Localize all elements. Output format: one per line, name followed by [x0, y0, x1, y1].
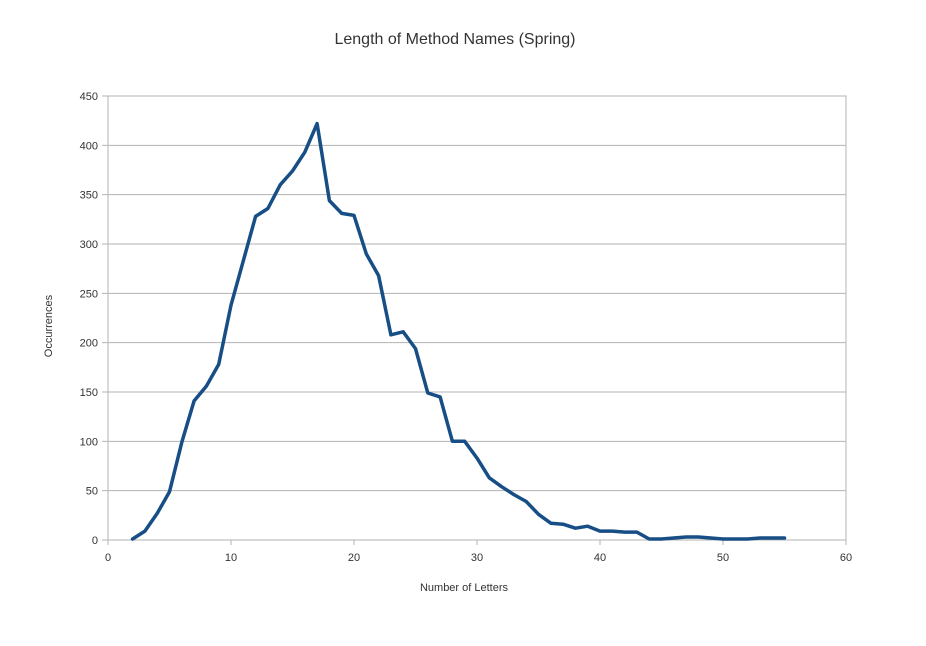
- data-point: [500, 485, 503, 488]
- y-tick-label: 0: [92, 535, 98, 547]
- y-tick-label: 300: [80, 239, 98, 251]
- data-point: [266, 207, 270, 210]
- data-point: [254, 215, 257, 218]
- data-point: [574, 526, 577, 530]
- series-layer: [130, 121, 787, 541]
- data-point: [340, 212, 343, 215]
- data-point: [537, 513, 540, 516]
- x-tick-label: 0: [105, 552, 111, 564]
- plot-area: [107, 95, 847, 541]
- series-line: [130, 121, 787, 541]
- x-tick-label: 30: [471, 552, 483, 564]
- data-point: [365, 252, 368, 256]
- data-point: [684, 535, 688, 539]
- gridlines: [108, 95, 846, 541]
- y-tick-label: 100: [80, 436, 98, 448]
- data-point: [611, 529, 614, 533]
- data-point: [463, 440, 466, 443]
- x-tick-label: 10: [225, 552, 237, 564]
- data-point: [426, 391, 429, 395]
- data-point: [648, 537, 651, 541]
- data-point: [598, 529, 602, 533]
- data-point: [623, 530, 626, 534]
- y-tick-label: 400: [80, 140, 98, 152]
- data-point: [475, 456, 479, 460]
- data-point: [586, 524, 589, 528]
- data-point: [758, 536, 762, 540]
- data-point: [561, 523, 565, 526]
- y-tick-label: 50: [86, 486, 98, 498]
- data-point: [192, 399, 196, 403]
- data-point: [279, 183, 282, 186]
- data-point: [389, 333, 393, 336]
- x-axis-label: Number of Letters: [420, 582, 509, 594]
- data-point: [635, 530, 639, 534]
- data-point: [721, 537, 725, 541]
- y-tick-label: 150: [80, 387, 98, 399]
- data-point: [180, 441, 183, 444]
- data-point: [303, 151, 306, 154]
- y-axis-ticks: 0 50 100 150 200 250 300 350 400 450: [80, 91, 108, 547]
- data-point: [451, 440, 454, 443]
- x-tick-label: 50: [717, 552, 729, 564]
- data-point: [156, 512, 159, 515]
- data-point: [709, 536, 712, 540]
- x-tick-label: 60: [840, 552, 852, 564]
- data-point: [291, 169, 294, 173]
- data-point: [549, 522, 552, 525]
- data-point: [771, 536, 774, 540]
- data-point: [217, 363, 220, 366]
- y-tick-label: 200: [80, 338, 98, 350]
- y-tick-label: 350: [80, 190, 98, 202]
- data-point: [377, 274, 380, 277]
- data-point: [242, 259, 245, 262]
- data-point: [746, 537, 749, 541]
- data-point: [438, 395, 442, 399]
- data-point: [143, 529, 147, 533]
- data-point: [783, 536, 786, 540]
- x-tick-label: 40: [594, 552, 606, 564]
- chart-title: Length of Method Names (Spring): [334, 31, 575, 48]
- data-point: [205, 384, 208, 388]
- data-point: [512, 493, 516, 496]
- data-point: [488, 476, 491, 480]
- data-point: [734, 537, 737, 541]
- y-axis-label: Occurrences: [43, 294, 55, 357]
- data-point: [131, 537, 134, 541]
- data-point: [168, 490, 171, 493]
- data-point: [315, 122, 319, 125]
- x-tick-label: 20: [348, 552, 360, 564]
- y-tick-label: 450: [80, 91, 98, 103]
- data-point: [352, 214, 356, 217]
- data-point: [402, 330, 405, 334]
- data-point: [229, 303, 233, 307]
- data-point: [525, 500, 528, 503]
- data-point: [414, 347, 417, 350]
- y-tick-label: 250: [80, 288, 98, 300]
- x-axis-ticks: 0 10 20 30 40 50 60: [105, 540, 852, 564]
- data-point: [660, 537, 663, 541]
- data-point: [697, 535, 700, 539]
- data-point: [328, 199, 331, 202]
- data-point: [672, 536, 675, 540]
